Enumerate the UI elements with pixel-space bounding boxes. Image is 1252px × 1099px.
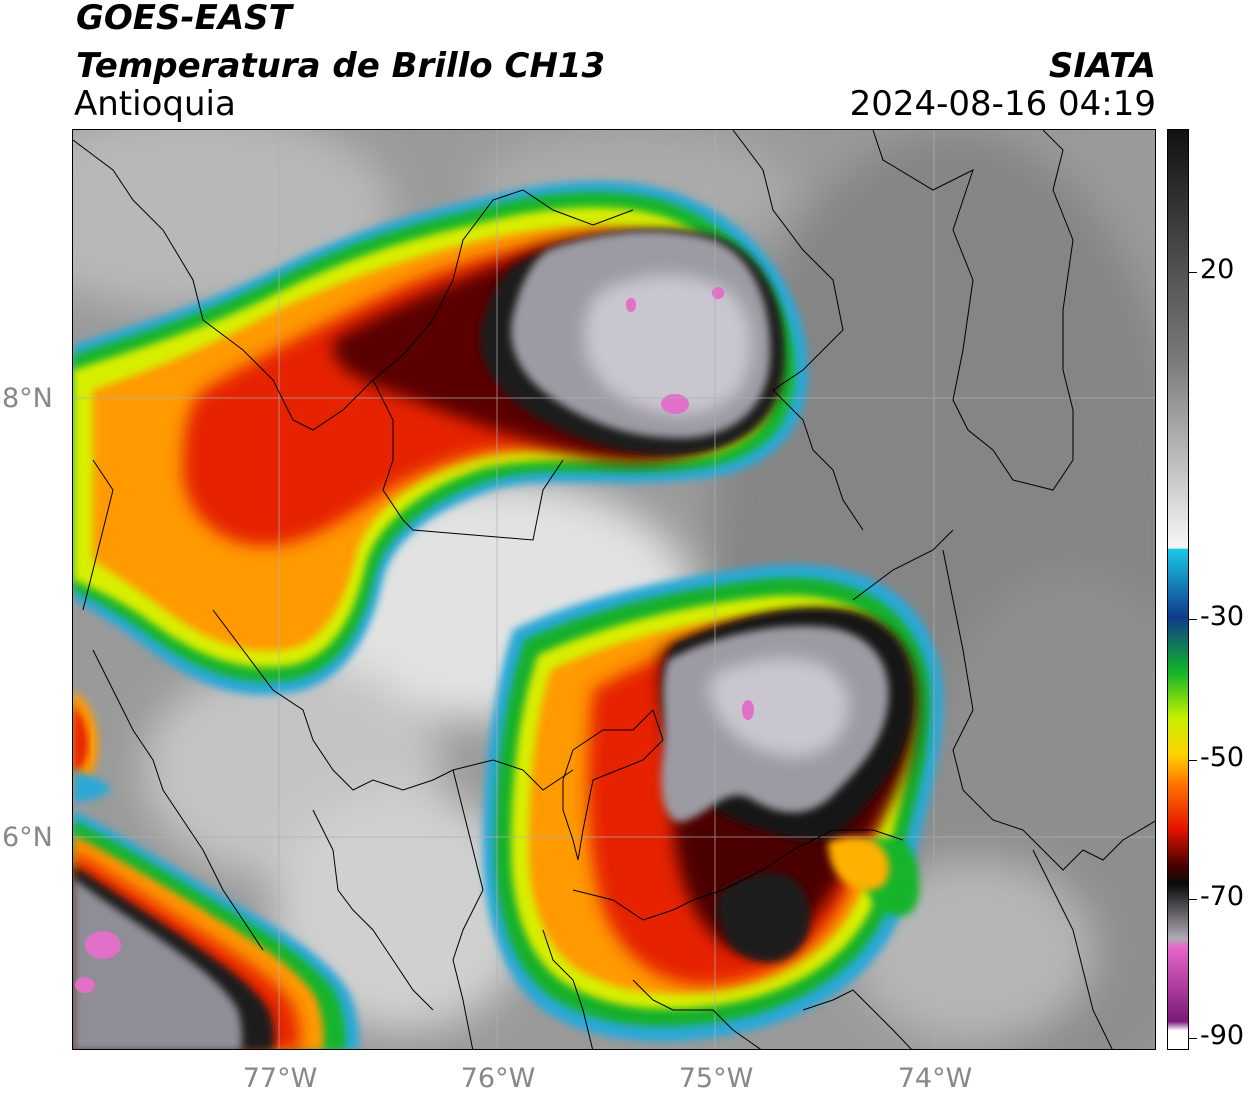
pink-core-north-2 bbox=[626, 298, 636, 312]
satellite-title: GOES-EAST bbox=[76, 0, 292, 38]
temperature-colorbar bbox=[1167, 129, 1189, 1050]
satellite-map bbox=[72, 129, 1156, 1050]
pink-core-north-1 bbox=[661, 394, 689, 414]
colorbar-tick-minus30 bbox=[1189, 619, 1197, 620]
colorbar-label-minus70: -70 bbox=[1200, 881, 1245, 912]
colorbar-label-minus90: -90 bbox=[1200, 1020, 1245, 1051]
pink-core-north-3 bbox=[712, 287, 724, 299]
product-title: Temperatura de Brillo CH13 bbox=[76, 46, 606, 86]
pink-core-sw-2 bbox=[75, 977, 95, 993]
datetime-label: 2024-08-16 04:19 bbox=[849, 84, 1156, 124]
lon-label-77w: 77°W bbox=[242, 1063, 318, 1094]
colorbar-label-minus30: -30 bbox=[1200, 601, 1245, 632]
colorbar-tick-20 bbox=[1189, 272, 1197, 273]
colorbar-tick-minus50 bbox=[1189, 760, 1197, 761]
lon-label-75w: 75°W bbox=[678, 1063, 754, 1094]
colorbar-tick-minus70 bbox=[1189, 899, 1197, 900]
region-label: Antioquia bbox=[74, 84, 236, 124]
lon-label-74w: 74°W bbox=[897, 1063, 973, 1094]
storm-south bbox=[483, 564, 944, 1042]
colorbar-tick-minus90 bbox=[1189, 1038, 1197, 1039]
lat-label-8n: 8°N bbox=[2, 383, 53, 414]
map-canvas bbox=[73, 130, 1155, 1049]
lat-label-6n: 6°N bbox=[2, 822, 53, 853]
colorbar-label-20: 20 bbox=[1200, 254, 1235, 285]
boundaries bbox=[73, 130, 1155, 1049]
colorbar-label-minus50: -50 bbox=[1200, 742, 1245, 773]
storm-north bbox=[73, 181, 808, 695]
pink-core-sw-1 bbox=[85, 931, 121, 959]
agency-label: SIATA bbox=[1048, 46, 1156, 86]
pink-core-south bbox=[742, 700, 754, 720]
graticule bbox=[73, 130, 1155, 1049]
storm-southwest bbox=[73, 690, 359, 1049]
lon-label-76w: 76°W bbox=[460, 1063, 536, 1094]
